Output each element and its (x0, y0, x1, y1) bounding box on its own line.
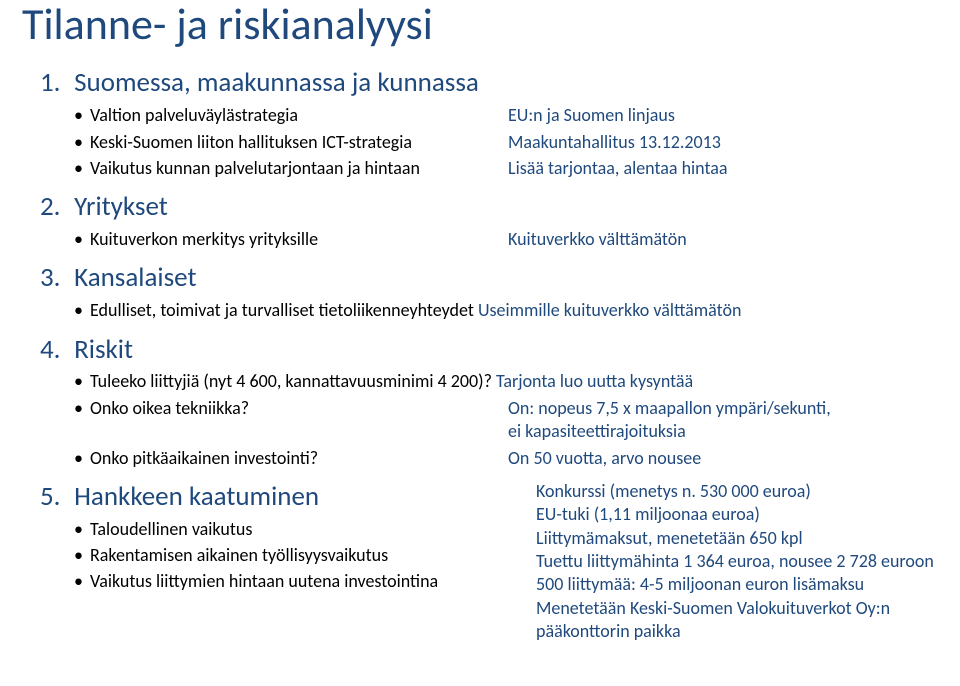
section-5-heading: Hankkeen kaatuminen (74, 480, 319, 513)
bullet: Edulliset, toimivat ja turvalliset tieto… (74, 299, 938, 322)
right-line: Menetetään Keski-Suomen Valokuituverkot … (536, 597, 960, 620)
slide-root: Tilanne- ja riskianalyysi 1. Suomessa, m… (0, 0, 960, 686)
section-2-bullets: Kuituverkon merkitys yrityksille Kuituve… (40, 228, 938, 251)
section-5-ord: 5. (40, 480, 68, 514)
right-line: pääkonttorin paikka (536, 620, 960, 643)
section-3-bullets: Edulliset, toimivat ja turvalliset tieto… (40, 299, 938, 322)
section-4-ord: 4. (40, 333, 68, 367)
bullet-right: On: nopeus 7,5 x maapallon ympäri/sekunt… (508, 397, 938, 420)
bullet-left: Keski-Suomen liiton hallituksen ICT-stra… (90, 131, 508, 154)
bullet: Tuleeko liittyjiä (nyt 4 600, kannattavu… (74, 370, 938, 393)
bullet: Vaikutus kunnan palvelutarjontaan ja hin… (74, 157, 938, 180)
bullet-right: EU:n ja Suomen linjaus (508, 104, 938, 127)
bullet-right: Lisää tarjontaa, alentaa hintaa (508, 157, 938, 180)
section-4: 4. Riskit Tuleeko liittyjiä (nyt 4 600, … (40, 333, 938, 470)
section-1-heading: Suomessa, maakunnassa ja kunnassa (74, 66, 479, 99)
bullet: Rakentamisen aikainen työllisyysvaikutus (74, 544, 938, 567)
section-4-heading: Riskit (74, 333, 133, 366)
section-1-ord: 1. (40, 66, 68, 100)
section-1: 1. Suomessa, maakunnassa ja kunnassa Val… (40, 66, 938, 180)
bullet: Keski-Suomen liiton hallituksen ICT-stra… (74, 131, 938, 154)
bullet-text-blue: Tarjonta luo uutta kysyntää (496, 370, 693, 392)
bullet: Taloudellinen vaikutus (74, 518, 938, 541)
bullet-left: Onko pitkäaikainen investointi? (90, 447, 508, 470)
section-1-bullets: Valtion palveluväylästrategia EU:n ja Su… (40, 104, 938, 180)
bullet-right: On 50 vuotta, arvo nousee (508, 447, 938, 470)
bullet: Onko pitkäaikainen investointi? On 50 vu… (74, 447, 938, 470)
section-3-heading: Kansalaiset (74, 261, 196, 294)
bullet-text: Vaikutus liittymien hintaan uutena inves… (90, 570, 438, 592)
bullet: Onko oikea tekniikka? On: nopeus 7,5 x m… (74, 397, 938, 444)
bullet-left: Kuituverkon merkitys yrityksille (90, 228, 508, 251)
section-2-heading: Yritykset (74, 190, 168, 223)
section-3-ord: 3. (40, 261, 68, 295)
bullet-text-black: Tuleeko liittyjiä (nyt 4 600, kannattavu… (90, 370, 496, 392)
right-line: Konkurssi (menetys n. 530 000 euroa) (536, 480, 960, 503)
bullet-text-black: Edulliset, toimivat ja turvalliset tieto… (90, 299, 478, 321)
section-5: 5. Hankkeen kaatuminen Konkurssi (menety… (40, 480, 938, 594)
bullet-right: Maakuntahallitus 13.12.2013 (508, 131, 938, 154)
section-2-ord: 2. (40, 190, 68, 224)
bullet-right: Kuituverkko välttämätön (508, 228, 938, 251)
page-title: Tilanne- ja riskianalyysi (22, 0, 938, 48)
bullet: Vaikutus liittymien hintaan uutena inves… (74, 570, 938, 593)
bullet-left: Valtion palveluväylästrategia (90, 104, 508, 127)
bullet-text-blue: Useimmille kuituverkko välttämätön (478, 299, 741, 321)
sections-list: 1. Suomessa, maakunnassa ja kunnassa Val… (22, 66, 938, 593)
bullet-left: Onko oikea tekniikka? (90, 397, 508, 420)
section-4-bullets: Tuleeko liittyjiä (nyt 4 600, kannattavu… (40, 370, 938, 470)
section-2: 2. Yritykset Kuituverkon merkitys yrityk… (40, 190, 938, 251)
section-5-bullets: Taloudellinen vaikutus Rakentamisen aika… (40, 518, 938, 594)
bullet-left-empty (90, 420, 508, 443)
bullet-text: Taloudellinen vaikutus (90, 518, 252, 540)
bullet: Valtion palveluväylästrategia EU:n ja Su… (74, 104, 938, 127)
section-3: 3. Kansalaiset Edulliset, toimivat ja tu… (40, 261, 938, 322)
bullet-right-cont: ei kapasiteettirajoituksia (508, 420, 938, 443)
bullet: Kuituverkon merkitys yrityksille Kuituve… (74, 228, 938, 251)
bullet-left: Vaikutus kunnan palvelutarjontaan ja hin… (90, 157, 508, 180)
bullet-text: Rakentamisen aikainen työllisyysvaikutus (90, 544, 388, 566)
